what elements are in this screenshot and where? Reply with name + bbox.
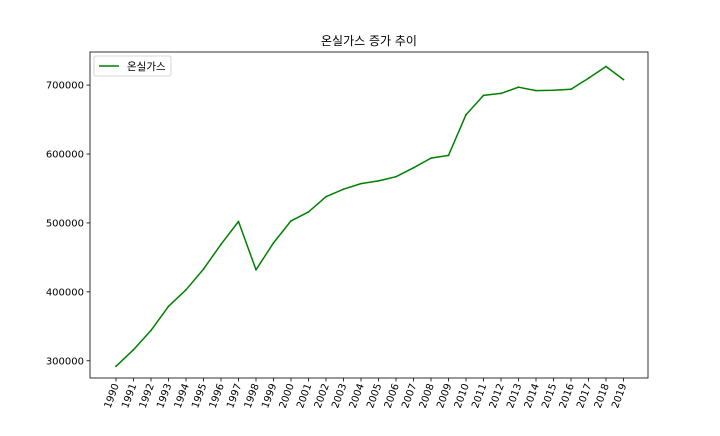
data-point — [255, 268, 257, 271]
y-tick-label: 300000 — [46, 356, 84, 367]
data-point — [517, 86, 520, 89]
data-point — [325, 195, 327, 198]
data-point — [290, 220, 292, 222]
data-point — [605, 65, 607, 68]
data-point — [535, 89, 537, 92]
data-point — [430, 157, 432, 160]
data-point — [202, 268, 205, 270]
y-tick-label: 400000 — [46, 287, 84, 298]
data-point — [570, 88, 572, 91]
data-point — [482, 94, 485, 97]
y-tick-label: 500000 — [46, 218, 84, 229]
data-point — [272, 242, 275, 244]
data-point — [395, 175, 397, 178]
legend-label: 온실가스 — [127, 61, 166, 73]
data-point — [342, 188, 345, 191]
series-layer — [115, 65, 625, 368]
data-point — [185, 288, 187, 291]
data-point — [132, 348, 135, 351]
data-point — [150, 329, 152, 332]
legend: 온실가스 — [93, 55, 172, 77]
series-line-0 — [115, 65, 624, 367]
chart-title: 온실가스 증가 추이 — [321, 34, 417, 48]
legend-box — [93, 55, 172, 77]
data-point — [447, 154, 450, 157]
data-point — [412, 166, 415, 169]
data-point — [622, 78, 625, 81]
data-point — [500, 92, 502, 95]
plot-area-frame — [89, 51, 649, 379]
data-point — [360, 182, 362, 185]
data-point — [307, 211, 310, 213]
data-point — [377, 180, 380, 182]
data-point — [220, 243, 222, 246]
data-point — [587, 77, 590, 80]
y-tick-label: 700000 — [46, 81, 84, 92]
y-tick-label: 600000 — [46, 150, 84, 161]
data-point — [552, 89, 555, 92]
data-point — [465, 113, 467, 116]
y-axis: 300000 400000 500000 600000 700000 — [46, 81, 90, 367]
data-point — [237, 220, 240, 223]
data-point — [167, 305, 170, 308]
data-point — [115, 365, 117, 368]
